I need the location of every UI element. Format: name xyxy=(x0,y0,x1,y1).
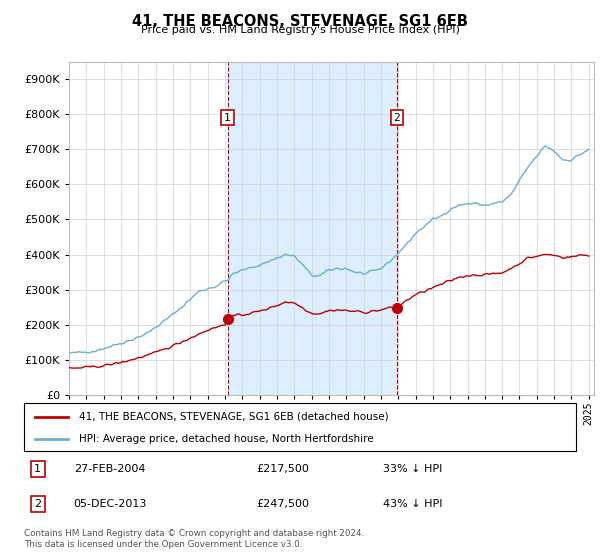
Text: £217,500: £217,500 xyxy=(256,464,309,474)
Text: Price paid vs. HM Land Registry's House Price Index (HPI): Price paid vs. HM Land Registry's House … xyxy=(140,25,460,35)
Text: HPI: Average price, detached house, North Hertfordshire: HPI: Average price, detached house, Nort… xyxy=(79,434,374,444)
Text: 2: 2 xyxy=(394,113,400,123)
Text: £247,500: £247,500 xyxy=(256,499,309,509)
Text: 41, THE BEACONS, STEVENAGE, SG1 6EB: 41, THE BEACONS, STEVENAGE, SG1 6EB xyxy=(132,14,468,29)
Text: 1: 1 xyxy=(34,464,41,474)
Text: 2: 2 xyxy=(34,499,41,509)
Text: Contains HM Land Registry data © Crown copyright and database right 2024.
This d: Contains HM Land Registry data © Crown c… xyxy=(24,529,364,549)
Text: 1: 1 xyxy=(224,113,231,123)
Text: 41, THE BEACONS, STEVENAGE, SG1 6EB (detached house): 41, THE BEACONS, STEVENAGE, SG1 6EB (det… xyxy=(79,412,389,422)
Text: 43% ↓ HPI: 43% ↓ HPI xyxy=(383,499,442,509)
Text: 27-FEB-2004: 27-FEB-2004 xyxy=(74,464,145,474)
Bar xyxy=(227,62,397,395)
Text: 05-DEC-2013: 05-DEC-2013 xyxy=(74,499,147,509)
FancyBboxPatch shape xyxy=(24,403,576,451)
Text: 33% ↓ HPI: 33% ↓ HPI xyxy=(383,464,442,474)
